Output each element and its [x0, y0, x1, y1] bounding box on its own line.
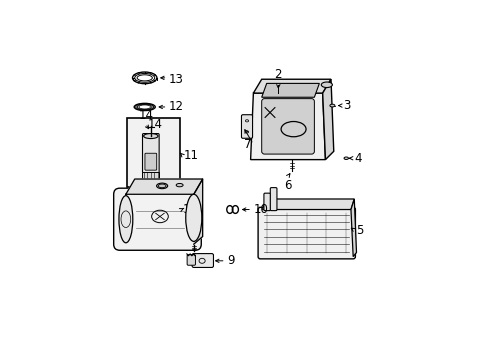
- Polygon shape: [253, 79, 330, 93]
- FancyBboxPatch shape: [258, 207, 355, 259]
- Text: 4: 4: [354, 152, 361, 165]
- Text: 5: 5: [355, 224, 363, 237]
- Ellipse shape: [321, 82, 332, 87]
- Polygon shape: [322, 79, 333, 159]
- FancyBboxPatch shape: [264, 193, 270, 211]
- FancyBboxPatch shape: [113, 188, 201, 250]
- Text: 12: 12: [168, 100, 183, 113]
- Ellipse shape: [245, 131, 248, 133]
- Ellipse shape: [185, 194, 202, 242]
- Ellipse shape: [245, 120, 248, 122]
- Polygon shape: [125, 179, 202, 194]
- Bar: [142, 172, 159, 179]
- FancyBboxPatch shape: [241, 115, 252, 138]
- Ellipse shape: [344, 157, 348, 159]
- Polygon shape: [193, 179, 202, 244]
- Ellipse shape: [329, 104, 334, 107]
- Ellipse shape: [119, 195, 133, 243]
- Text: 8: 8: [190, 229, 198, 242]
- Text: 7: 7: [244, 138, 251, 151]
- Text: 13: 13: [168, 73, 183, 86]
- FancyBboxPatch shape: [187, 255, 195, 265]
- Polygon shape: [350, 199, 356, 257]
- Polygon shape: [261, 84, 319, 97]
- Text: 2: 2: [274, 68, 282, 81]
- FancyBboxPatch shape: [142, 134, 159, 173]
- FancyBboxPatch shape: [192, 253, 213, 267]
- Text: 9: 9: [226, 254, 234, 267]
- Text: 3: 3: [343, 99, 350, 112]
- Bar: [127, 118, 180, 187]
- Text: 10: 10: [253, 203, 268, 216]
- Text: 14: 14: [147, 118, 162, 131]
- Text: 1: 1: [183, 203, 190, 216]
- FancyBboxPatch shape: [144, 153, 156, 170]
- Ellipse shape: [143, 134, 158, 139]
- Ellipse shape: [156, 183, 167, 189]
- FancyBboxPatch shape: [261, 99, 314, 154]
- Text: 11: 11: [183, 149, 199, 162]
- FancyBboxPatch shape: [270, 188, 276, 211]
- Text: 6: 6: [284, 179, 291, 192]
- Polygon shape: [262, 199, 354, 210]
- Ellipse shape: [176, 184, 183, 187]
- Polygon shape: [250, 93, 325, 159]
- Text: 14: 14: [138, 109, 153, 122]
